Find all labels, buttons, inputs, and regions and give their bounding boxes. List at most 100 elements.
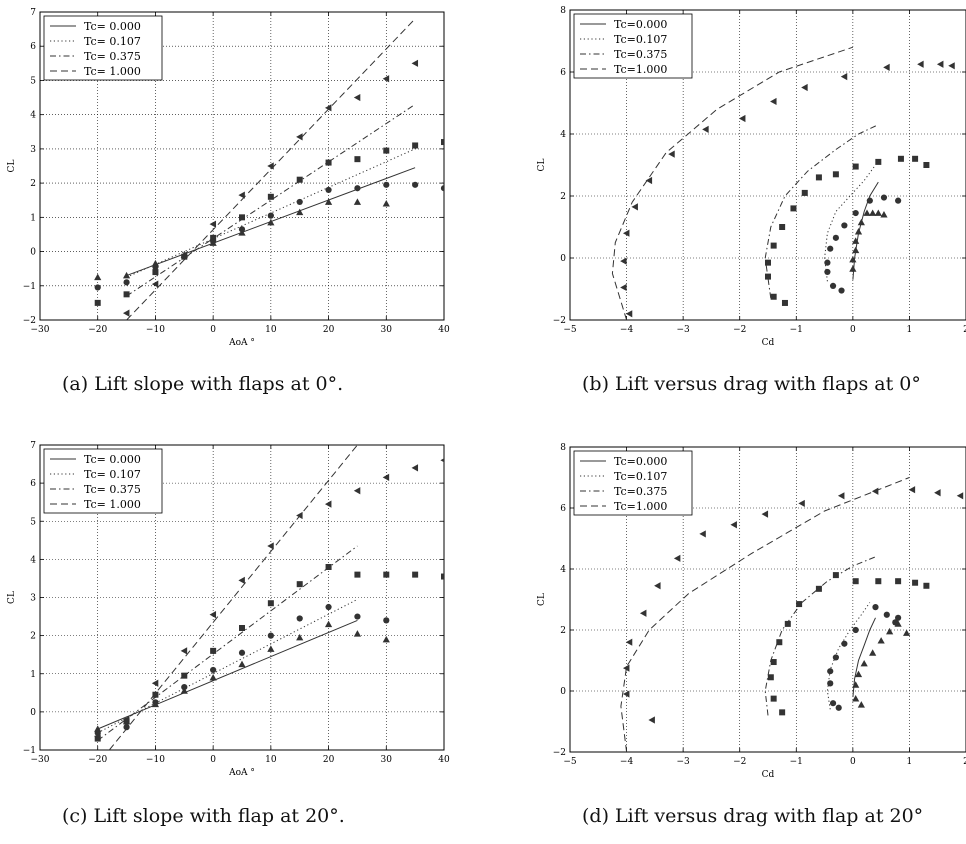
data-point-triangle-left bbox=[702, 125, 709, 133]
data-point-circle bbox=[123, 279, 130, 286]
chart-b: −5 −4 −3 −2 −1 0 1 2 −2 0 2 4 6 8 Cd CL Tc=0.000 Tc=0.107… bbox=[537, 6, 966, 348]
legend-label: Tc=0.107 bbox=[614, 33, 667, 46]
data-point-triangle-left bbox=[620, 257, 627, 265]
data-point-circle bbox=[152, 699, 159, 706]
data-point-triangle-left bbox=[122, 715, 130, 724]
y-tick-label: −1 bbox=[23, 746, 36, 756]
data-point-triangle-up bbox=[122, 271, 131, 279]
data-point-triangle-left bbox=[382, 473, 390, 482]
data-point-triangle-left bbox=[440, 458, 444, 463]
data-point-circle bbox=[123, 724, 130, 731]
data-point-triangle-left bbox=[382, 75, 390, 83]
fit-lines bbox=[620, 477, 910, 752]
data-point-triangle-left bbox=[411, 464, 419, 472]
y-tick-label: −2 bbox=[553, 316, 566, 326]
x-tick-label: −20 bbox=[88, 325, 107, 335]
legend-label: Tc= 0.000 bbox=[84, 453, 141, 466]
data-point-triangle-up bbox=[903, 629, 911, 636]
data-point-square bbox=[123, 291, 130, 298]
y-tick-label: −2 bbox=[553, 748, 566, 758]
data-point-square bbox=[354, 571, 361, 578]
legend-box bbox=[573, 13, 693, 79]
fit-lines bbox=[97, 445, 358, 750]
data-point-triangle-left bbox=[770, 97, 777, 106]
data-point-circle bbox=[325, 186, 332, 194]
plot-frame bbox=[569, 9, 966, 321]
data-point-triangle-left bbox=[324, 500, 332, 508]
data-point-triangle-up bbox=[382, 635, 390, 643]
data-point-square bbox=[296, 581, 303, 588]
series-line bbox=[126, 148, 416, 278]
data-point-circle bbox=[824, 268, 831, 276]
legend-label: Tc=1.000 bbox=[614, 63, 667, 76]
y-tick-label: 6 bbox=[30, 42, 36, 52]
data-point-circle bbox=[832, 234, 839, 241]
data-point-circle bbox=[267, 212, 274, 219]
y-tick-label: 0 bbox=[30, 248, 36, 258]
data-point-circle bbox=[872, 604, 879, 611]
data-point-triangle-left bbox=[238, 576, 245, 584]
data-point-triangle-left bbox=[238, 191, 245, 199]
data-point-square bbox=[796, 601, 803, 608]
data-point-square bbox=[770, 242, 777, 249]
data-point-triangle-up bbox=[267, 218, 275, 226]
series-line bbox=[852, 617, 876, 698]
x-tick-label: −3 bbox=[677, 325, 691, 335]
data-point-triangle-left bbox=[267, 162, 274, 170]
y-tick-label: 3 bbox=[30, 145, 36, 155]
legend-label: Tc=0.375 bbox=[614, 485, 667, 498]
data-point-circle bbox=[267, 632, 274, 639]
series-line bbox=[611, 46, 854, 320]
x-tick-label: −4 bbox=[620, 757, 634, 767]
x-tick-label: −10 bbox=[146, 755, 165, 765]
markers bbox=[620, 60, 955, 318]
data-point-circle bbox=[852, 626, 859, 634]
data-point-circle bbox=[296, 615, 303, 622]
data-point-triangle-up bbox=[886, 627, 894, 635]
data-point-square bbox=[181, 672, 188, 679]
data-point-circle bbox=[238, 226, 246, 233]
data-point-triangle-left bbox=[625, 638, 633, 646]
data-point-square bbox=[895, 578, 902, 585]
y-tick-label: 7 bbox=[30, 441, 36, 451]
data-point-triangle-up bbox=[869, 649, 877, 656]
data-point-triangle-left bbox=[353, 93, 361, 102]
data-point-triangle-left bbox=[622, 690, 630, 698]
data-point-triangle-up bbox=[852, 246, 860, 254]
data-point-square bbox=[779, 709, 786, 716]
x-tick-label: −5 bbox=[563, 757, 577, 767]
x-tick-label: 2 bbox=[963, 325, 966, 335]
data-point-circle bbox=[835, 704, 842, 711]
data-point-circle bbox=[238, 649, 246, 656]
caption-a: (a) Lift slope with flaps at 0°. bbox=[62, 373, 344, 395]
data-point-triangle-up bbox=[267, 645, 275, 652]
data-point-triangle-up bbox=[857, 701, 865, 708]
data-point-triangle-left bbox=[267, 542, 274, 550]
series-line bbox=[764, 124, 879, 299]
y-tick-label: 6 bbox=[30, 479, 36, 489]
data-point-square bbox=[897, 155, 904, 162]
x-tick-label: 0 bbox=[850, 757, 856, 767]
data-point-circle bbox=[383, 617, 390, 624]
data-point-circle bbox=[883, 611, 890, 618]
x-tick-label: 10 bbox=[265, 755, 277, 765]
data-point-square bbox=[852, 163, 859, 170]
data-point-square bbox=[383, 571, 390, 578]
data-point-square bbox=[784, 620, 791, 627]
x-tick-label: −5 bbox=[563, 325, 577, 335]
y-tick-label: 0 bbox=[30, 708, 36, 718]
data-point-triangle-left bbox=[645, 176, 653, 185]
y-tick-label: 4 bbox=[30, 111, 36, 121]
y-tick-label: 4 bbox=[560, 565, 566, 575]
caption-b: (b) Lift versus drag with flaps at 0° bbox=[582, 373, 921, 395]
caption-d: (d) Lift versus drag with flap at 20° bbox=[582, 805, 924, 827]
data-point-square bbox=[267, 600, 274, 607]
data-point-circle bbox=[383, 181, 390, 188]
legend-label: Tc= 1.000 bbox=[84, 65, 141, 78]
data-point-triangle-up bbox=[324, 620, 333, 628]
data-point-circle bbox=[829, 282, 837, 289]
data-point-triangle-left bbox=[798, 499, 805, 508]
series-line bbox=[764, 556, 876, 716]
plot-frame bbox=[39, 444, 445, 751]
x-tick-label: 10 bbox=[265, 325, 277, 335]
